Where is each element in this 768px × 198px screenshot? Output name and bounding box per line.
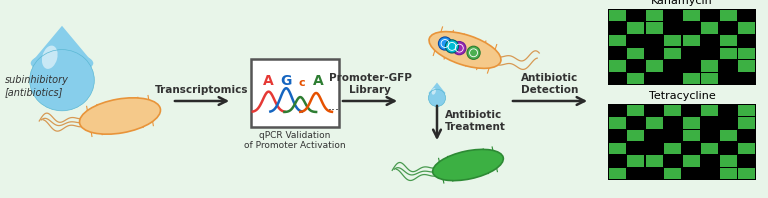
Bar: [720, 10, 737, 21]
Bar: [646, 22, 663, 33]
Bar: [609, 35, 626, 46]
Text: subinhibitory
[antibiotics]: subinhibitory [antibiotics]: [5, 75, 69, 97]
Bar: [646, 117, 663, 129]
Ellipse shape: [42, 46, 58, 69]
Ellipse shape: [432, 88, 436, 95]
Text: ...: ...: [328, 100, 339, 113]
Bar: [646, 155, 663, 167]
Bar: [646, 60, 663, 71]
Bar: [720, 155, 737, 167]
Ellipse shape: [429, 89, 445, 107]
Bar: [701, 143, 718, 154]
Bar: [683, 35, 700, 46]
Bar: [627, 48, 644, 59]
Bar: [701, 22, 718, 33]
Ellipse shape: [429, 90, 445, 96]
Bar: [683, 117, 700, 129]
Polygon shape: [31, 26, 93, 63]
Ellipse shape: [80, 98, 161, 134]
Ellipse shape: [31, 53, 93, 74]
Text: Antibiotic
Detection: Antibiotic Detection: [521, 73, 578, 95]
Bar: [664, 35, 681, 46]
Bar: [608, 9, 756, 85]
Bar: [738, 22, 755, 33]
Ellipse shape: [429, 32, 501, 68]
Bar: [701, 60, 718, 71]
Polygon shape: [429, 83, 445, 93]
Bar: [609, 168, 626, 179]
Bar: [609, 60, 626, 71]
Bar: [738, 117, 755, 129]
Bar: [627, 130, 644, 141]
Text: Transcriptomics: Transcriptomics: [155, 85, 249, 95]
Bar: [664, 105, 681, 116]
Bar: [609, 10, 626, 21]
Bar: [701, 73, 718, 84]
Ellipse shape: [30, 50, 94, 111]
Bar: [627, 73, 644, 84]
Bar: [608, 104, 756, 180]
Bar: [609, 117, 626, 129]
Text: G: G: [280, 74, 292, 88]
Bar: [646, 10, 663, 21]
Bar: [701, 105, 718, 116]
Bar: [720, 35, 737, 46]
Text: A: A: [263, 74, 274, 88]
Bar: [627, 22, 644, 33]
Bar: [683, 10, 700, 21]
Circle shape: [445, 40, 458, 53]
Text: c: c: [299, 78, 306, 89]
Bar: [720, 48, 737, 59]
Bar: [664, 143, 681, 154]
Bar: [738, 168, 755, 179]
Text: Antibiotic
Treatment: Antibiotic Treatment: [445, 110, 506, 132]
Text: Tetracycline: Tetracycline: [649, 91, 715, 101]
FancyBboxPatch shape: [251, 59, 339, 127]
Circle shape: [467, 46, 480, 59]
Text: qPCR Validation
of Promoter Activation: qPCR Validation of Promoter Activation: [244, 131, 346, 150]
Bar: [720, 168, 737, 179]
Ellipse shape: [432, 149, 503, 181]
Circle shape: [452, 42, 466, 55]
Bar: [738, 143, 755, 154]
Bar: [738, 48, 755, 59]
Bar: [683, 155, 700, 167]
Bar: [738, 60, 755, 71]
Bar: [627, 105, 644, 116]
Bar: [683, 73, 700, 84]
Bar: [627, 155, 644, 167]
Bar: [683, 130, 700, 141]
Text: A: A: [313, 74, 323, 88]
Bar: [664, 48, 681, 59]
Text: Kanamycin: Kanamycin: [651, 0, 713, 6]
Bar: [664, 168, 681, 179]
Bar: [609, 143, 626, 154]
Text: Promoter-GFP
Library: Promoter-GFP Library: [329, 73, 412, 95]
Bar: [720, 130, 737, 141]
Circle shape: [439, 37, 452, 50]
Bar: [738, 105, 755, 116]
